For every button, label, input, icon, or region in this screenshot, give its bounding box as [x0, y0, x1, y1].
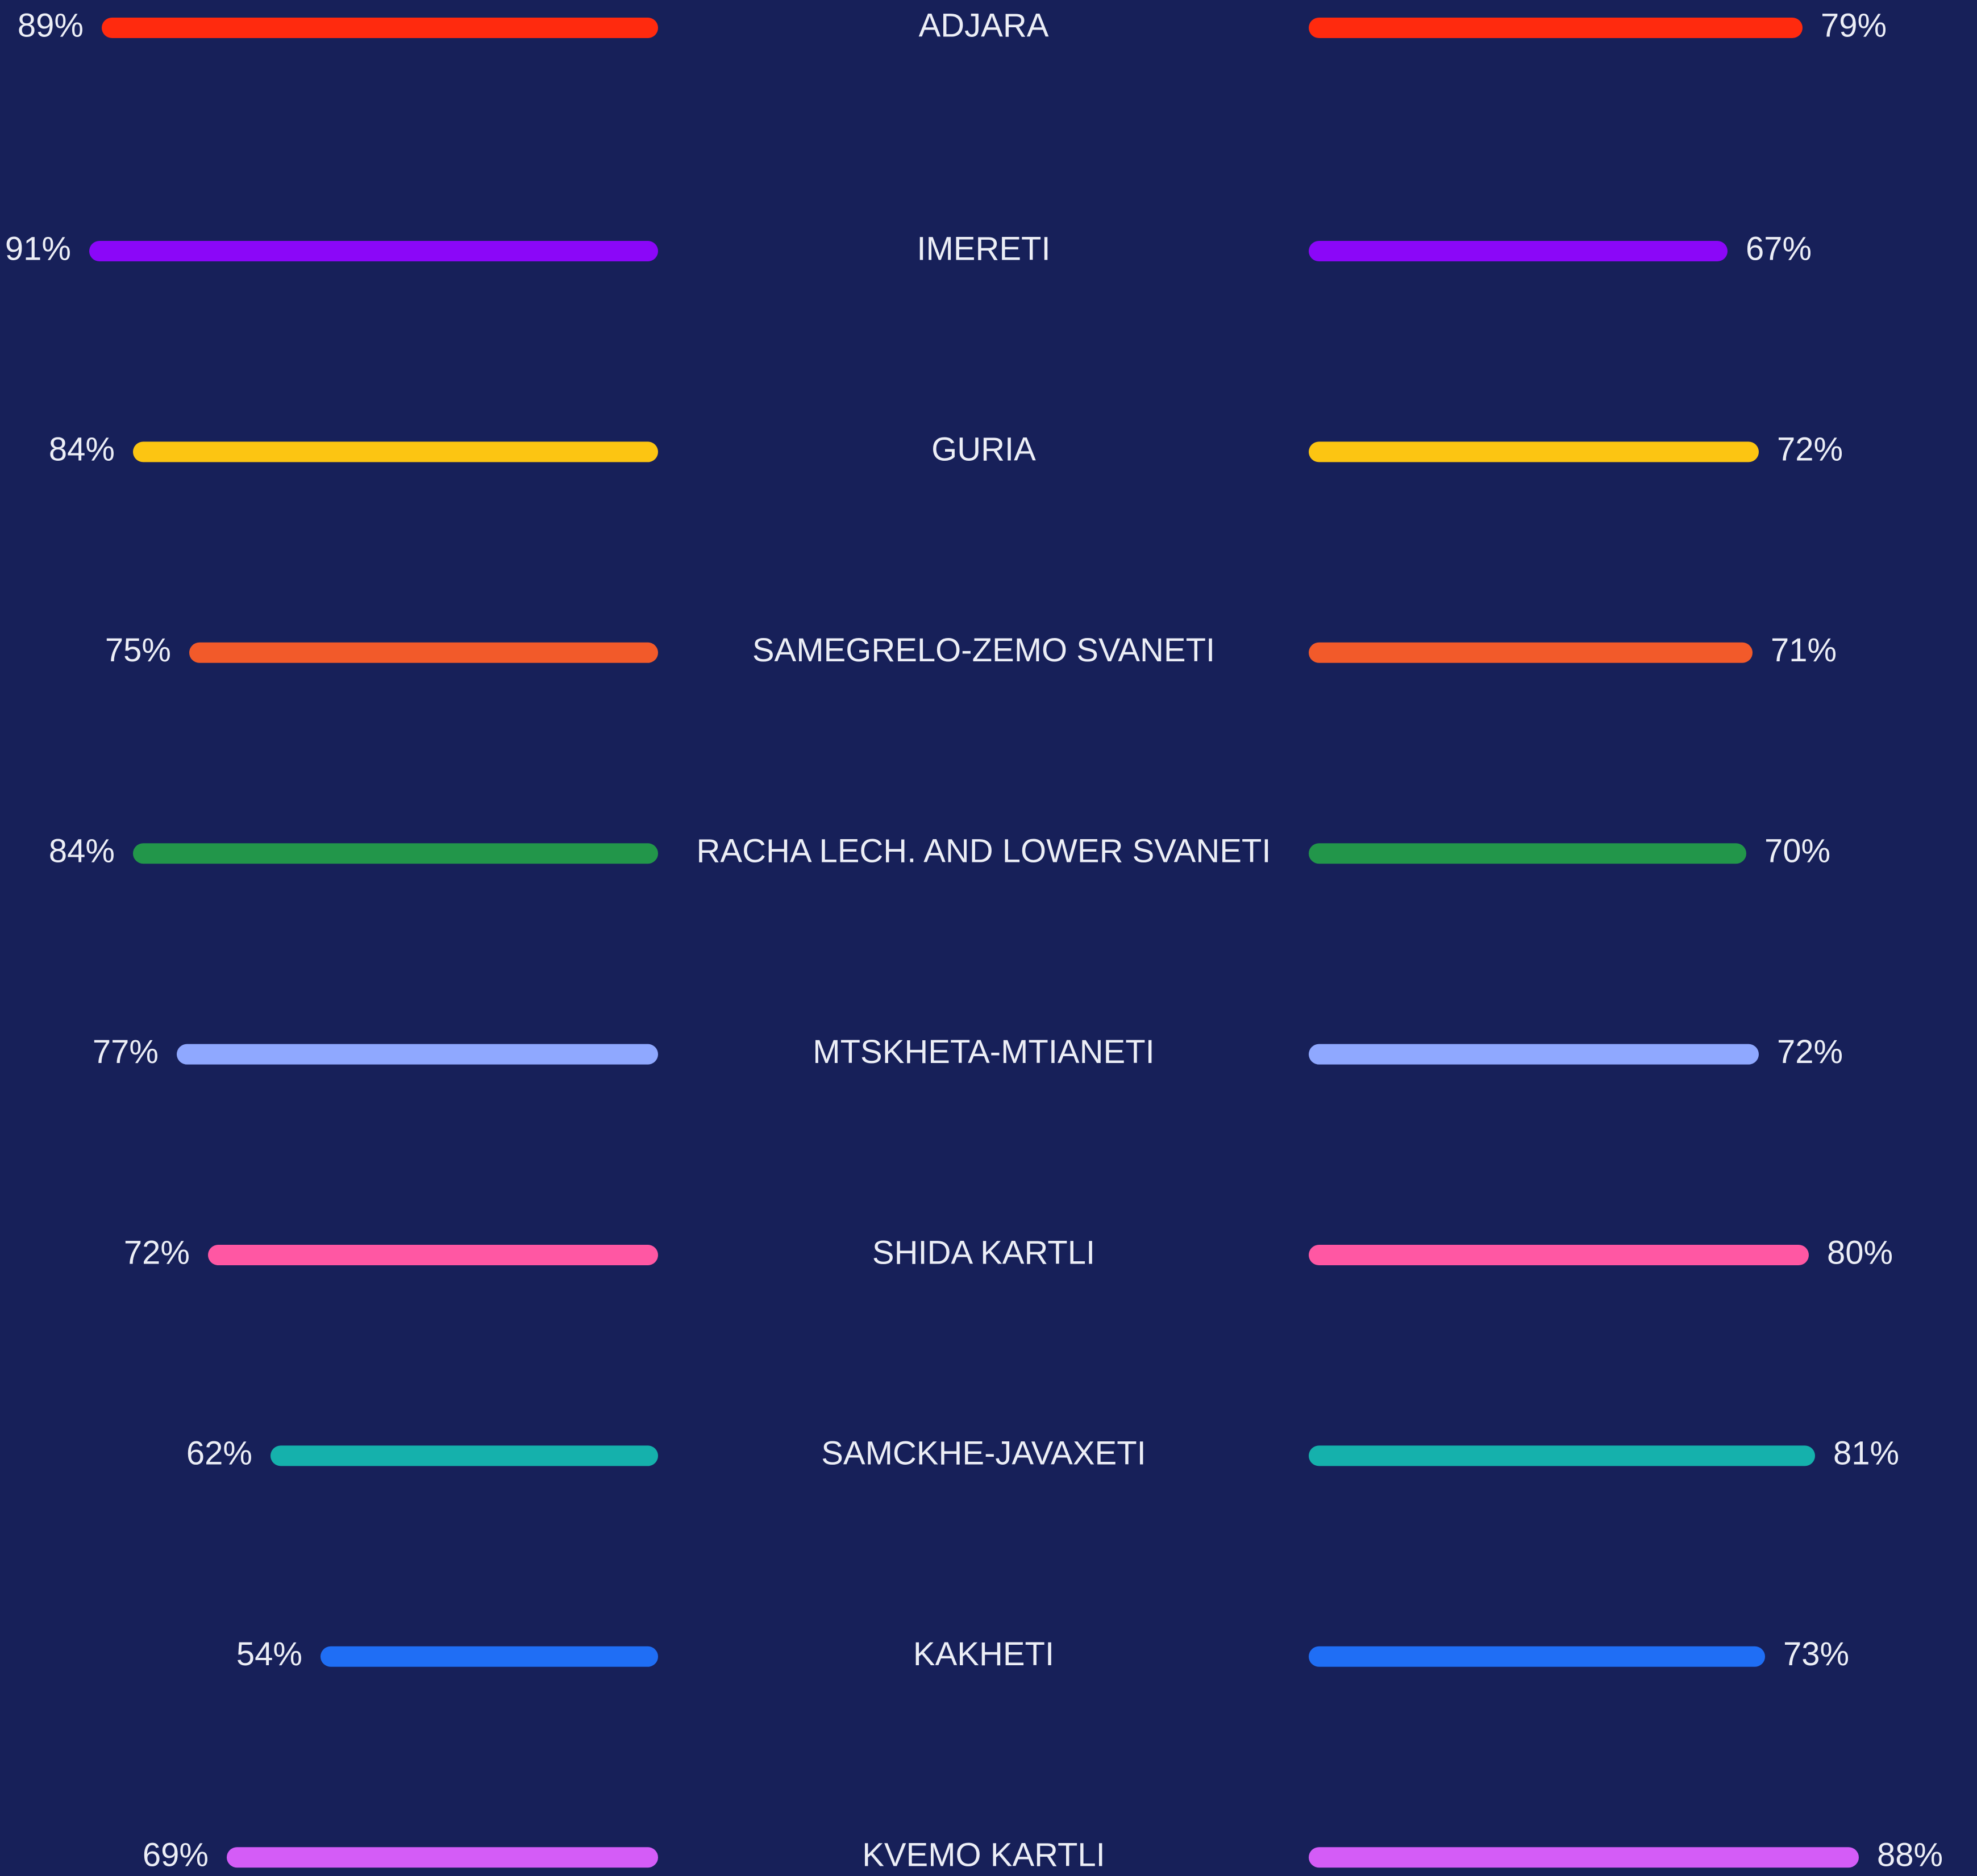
value-label: 62%	[186, 1435, 252, 1472]
region-label: IMERETI	[917, 230, 1050, 267]
value-label: 80%	[1827, 1234, 1893, 1271]
region-label: MTSKHETA-MTIANETI	[813, 1033, 1154, 1070]
region-label: GURIA	[931, 431, 1036, 468]
region-label: KVEMO KARTLI	[862, 1837, 1105, 1874]
value-label: 75%	[105, 632, 171, 669]
region-label: SHIDA KARTLI	[872, 1234, 1095, 1271]
region-label: SAMEGRELO-ZEMO SVANETI	[752, 632, 1215, 669]
region-label: ADJARA	[919, 7, 1049, 44]
value-label: 79%	[1821, 7, 1887, 44]
value-label: 72%	[124, 1234, 190, 1271]
value-label: 69%	[143, 1837, 209, 1874]
value-label: 72%	[1777, 1033, 1843, 1070]
region-label: SAMCKHE-JAVAXETI	[821, 1435, 1146, 1472]
value-label: 91%	[5, 230, 71, 267]
region-label: RACHA LECH. AND LOWER SVANETI	[697, 833, 1271, 870]
value-label: 89%	[18, 7, 84, 44]
value-label: 67%	[1746, 230, 1812, 267]
value-label: 81%	[1833, 1435, 1899, 1472]
region-label: KAKHETI	[913, 1636, 1054, 1673]
value-label: 71%	[1771, 632, 1837, 669]
value-label: 70%	[1764, 833, 1830, 870]
value-label: 84%	[49, 833, 115, 870]
value-label: 84%	[49, 431, 115, 468]
value-label: 77%	[93, 1033, 159, 1070]
value-label: 54%	[236, 1636, 302, 1673]
value-label: 73%	[1783, 1636, 1849, 1673]
value-label: 88%	[1877, 1837, 1943, 1874]
value-label: 72%	[1777, 431, 1843, 468]
